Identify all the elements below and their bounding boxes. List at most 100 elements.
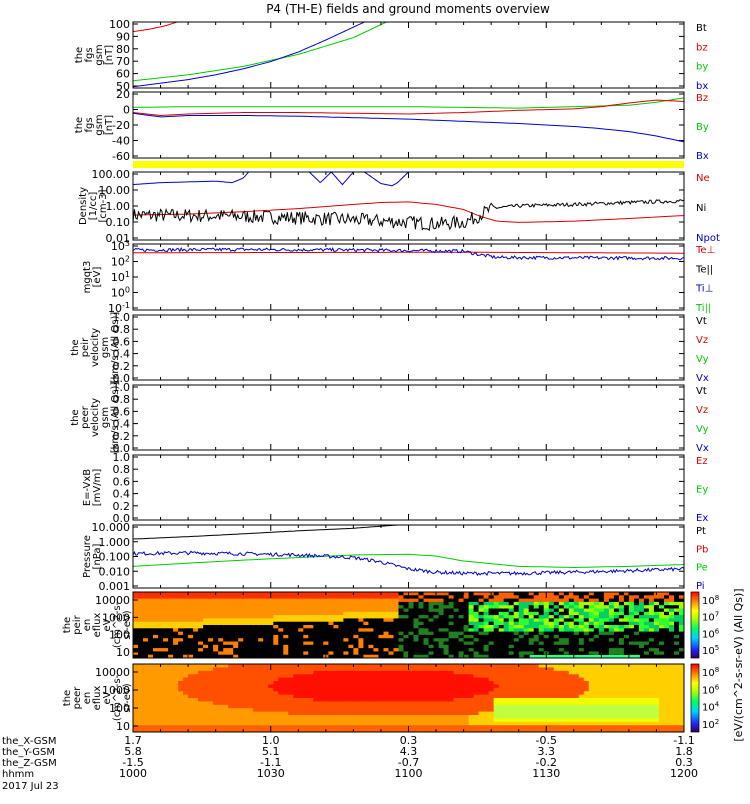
series-pressure-Pe-1 <box>133 554 684 567</box>
legend-fgs_gsm_1-1: bz <box>696 42 708 53</box>
legend-peer_velocity-2: Vy <box>696 424 709 435</box>
legend-pressure-2: Pe <box>696 563 708 574</box>
axis-row-label-3: hhmm <box>2 769 34 780</box>
ytick-label-pressure-1: 1.000 <box>99 536 131 549</box>
ytick-label-efield-3: 0.4 <box>113 488 131 501</box>
series-fgs_gsm_1-bz-0 <box>133 22 177 32</box>
legend-fgs_gsm_2-2: Bx <box>696 151 709 162</box>
frame-fgs_gsm_2 <box>133 92 684 158</box>
legend-peer_velocity-1: Vz <box>696 405 708 416</box>
ylabel-fgs_gsm_1-3: [nT] <box>104 45 115 65</box>
legend-peir_velocity-3: Vx <box>696 373 709 384</box>
colorbar-tick-peir_spec-1: 107 <box>702 611 719 624</box>
legend-peer_velocity-3: Vx <box>696 443 709 454</box>
ytick-label-efield-0: 1.0 <box>113 451 131 464</box>
ytick-label-fgs_gsm_1-2: 80 <box>116 43 130 56</box>
ytick-label-pressure-4: 0.001 <box>99 580 131 593</box>
figure-title: P4 (TH-E) fields and ground moments over… <box>266 2 550 16</box>
ytick-label-fgs_gsm_2-1: 0 <box>123 104 130 117</box>
ytick-label-pressure-3: 0.010 <box>99 565 131 578</box>
legend-fgs_gsm_1-0: Bt <box>696 23 707 34</box>
ytick-label-fgs_gsm_2-4: -60 <box>112 150 130 163</box>
series-fgs_gsm_2-Bx-2 <box>133 113 684 142</box>
colorbar-tick-peir_spec-0: 108 <box>702 594 719 607</box>
panel-density: 100.0010.001.000.100.01NeNiNpotDensity[1… <box>78 168 720 245</box>
ytick-label-density-2: 1.00 <box>106 200 131 213</box>
ytick-label-fgs_gsm_1-4: 60 <box>116 68 130 81</box>
legend-temperature-2: Ti⊥ <box>695 284 713 295</box>
status-bar <box>133 161 684 168</box>
colorbar-tick-peer_spec-3: 102 <box>702 718 719 731</box>
ylabel-peer_spec-6: sr-eV) <box>122 683 133 712</box>
heatmap-cells-peer_spec <box>133 664 685 733</box>
panel-pressure: 10.0001.0000.1000.0100.001PtPbPePiPressu… <box>82 521 708 593</box>
ytick-label-efield-2: 0.6 <box>113 475 131 488</box>
ytick-label-density-3: 0.10 <box>106 216 131 229</box>
series-density-Npot-3 <box>309 172 408 186</box>
series-fgs_gsm_2-Bz-1 <box>133 100 684 115</box>
frame-density <box>133 172 684 240</box>
ytick-label-fgs_gsm_1-3: 70 <box>116 55 130 68</box>
legend-peer_velocity-0: Vt <box>696 386 707 397</box>
legend-fgs_gsm_2-0: Bz <box>696 93 708 104</box>
series-pressure-Pi-2 <box>133 551 684 575</box>
ylabel-fgs_gsm_2-3: [nT] <box>104 115 115 135</box>
ylabel-peir_velocity-4: [km/s (All Qs)] <box>110 312 121 384</box>
legend-efield-0: Ez <box>696 456 708 467</box>
legend-temperature-0: Te⊥ <box>695 245 715 256</box>
series-pressure-Pt-0 <box>133 525 398 539</box>
legend-temperature-1: Te|| <box>695 264 713 275</box>
frame-fgs_gsm_1 <box>133 22 684 88</box>
colorbar-tick-peer_spec-2: 104 <box>702 701 720 714</box>
axis-value-3-3: 1130 <box>532 767 560 780</box>
ylabel-temperature-1: [eV] <box>92 267 103 288</box>
axis-value-3-2: 1100 <box>395 767 423 780</box>
colorbar-tick-peir_spec-3: 105 <box>702 644 719 657</box>
series-fgs_gsm_1-by-1 <box>133 22 387 81</box>
axis-row-label-2: the_Z-GSM <box>2 758 57 769</box>
colorbar-tick-peer_spec-1: 106 <box>702 683 720 696</box>
frame-efield <box>133 455 684 520</box>
legend-pressure-3: Pi <box>696 581 705 592</box>
frame-peer_velocity <box>133 385 684 450</box>
frame-peir_velocity <box>133 315 684 380</box>
colorbar-peir_spec <box>691 592 699 658</box>
legend-density-1: Ni <box>696 203 706 214</box>
ytick-label-density-0: 100.00 <box>92 168 131 181</box>
ylabel-pressure-1: [nPa] <box>92 543 103 569</box>
legend-efield-2: Ex <box>696 513 708 524</box>
ylabel-peer_velocity-4: [km/s (All Qs)] <box>110 382 121 454</box>
colorbar-tick-peer_spec-0: 108 <box>702 666 719 679</box>
legend-density-2: Npot <box>696 233 720 244</box>
colorbar-peer_spec <box>691 664 699 732</box>
ytick-label-fgs_gsm_1-0: 100 <box>109 18 130 31</box>
ytick-label-temperature-0: 103 <box>111 239 130 253</box>
ytick-label-fgs_gsm_1-1: 90 <box>116 30 130 43</box>
series-density-Ne-0 <box>133 202 684 223</box>
legend-efield-1: Ey <box>696 485 708 496</box>
legend-peir_velocity-2: Vy <box>696 354 709 365</box>
legend-fgs_gsm_1-2: by <box>696 62 708 73</box>
ytick-label-efield-4: 0.2 <box>113 500 131 513</box>
ytick-label-temperature-1: 102 <box>111 255 130 269</box>
axis-value-3-1: 1030 <box>257 767 285 780</box>
frame-pressure <box>133 525 684 588</box>
ylabel-peir_spec-6: sr-eV) <box>122 610 133 639</box>
legend-fgs_gsm_2-1: By <box>696 122 709 133</box>
ytick-label-fgs_gsm_2-0: 20 <box>116 88 130 101</box>
legend-fgs_gsm_1-3: bx <box>696 81 708 92</box>
frame-temperature <box>133 244 684 310</box>
date-label: 2017 Jul 23 <box>2 781 59 792</box>
axis-row-label-0: the_X-GSM <box>2 736 56 747</box>
colorbar-tick-peir_spec-2: 106 <box>702 627 720 640</box>
